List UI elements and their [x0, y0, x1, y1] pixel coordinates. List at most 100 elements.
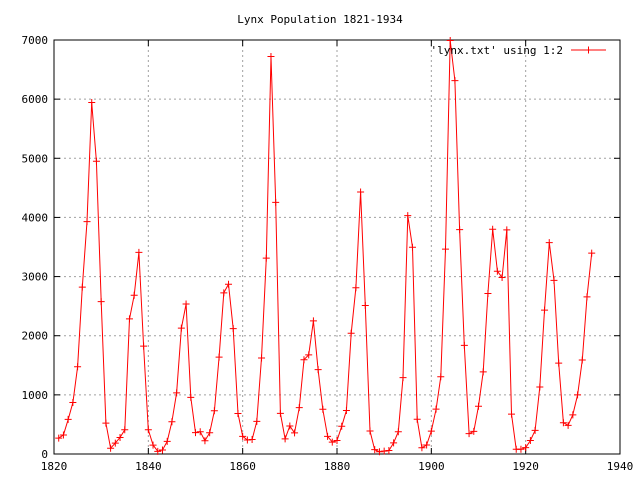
- data-point: [399, 374, 407, 382]
- data-point: [144, 426, 152, 434]
- data-point: [163, 437, 171, 445]
- x-tick-label: 1820: [41, 460, 68, 473]
- data-point: [489, 225, 497, 233]
- data-point: [286, 422, 294, 430]
- data-point: [352, 284, 360, 292]
- data-point: [446, 37, 454, 45]
- data-point: [328, 438, 336, 446]
- y-tick-label: 2000: [22, 330, 49, 343]
- data-point: [276, 409, 284, 417]
- series-layer: [55, 37, 596, 456]
- data-point: [517, 445, 525, 453]
- data-point: [187, 393, 195, 401]
- data-point: [541, 306, 549, 314]
- data-point: [408, 243, 416, 251]
- data-point: [319, 405, 327, 413]
- data-point: [225, 280, 233, 288]
- data-point: [475, 402, 482, 410]
- data-point: [121, 426, 129, 434]
- data-point: [78, 283, 86, 291]
- data-point: [361, 301, 369, 309]
- data-point: [418, 444, 426, 452]
- data-point: [569, 411, 577, 419]
- data-point: [88, 99, 96, 107]
- data-point: [550, 276, 558, 284]
- data-point: [493, 267, 501, 275]
- data-point: [324, 432, 332, 440]
- data-point: [559, 419, 567, 427]
- data-point: [390, 439, 398, 447]
- data-point: [248, 436, 256, 444]
- data-point: [380, 447, 388, 455]
- data-point: [210, 407, 218, 415]
- series-line: [58, 40, 593, 453]
- data-point: [465, 430, 473, 438]
- data-point: [55, 434, 63, 442]
- data-point: [300, 356, 308, 364]
- y-tick-label: 5000: [22, 152, 49, 165]
- x-tick-label: 1920: [512, 460, 539, 473]
- data-point: [69, 398, 77, 406]
- data-point: [220, 289, 228, 297]
- data-point: [158, 446, 166, 454]
- x-tick-label: 1880: [324, 460, 351, 473]
- data-point: [404, 212, 412, 220]
- data-point: [333, 436, 341, 444]
- data-point: [342, 406, 350, 414]
- data-point: [578, 356, 586, 364]
- data-point: [192, 429, 199, 437]
- data-point: [545, 239, 553, 247]
- data-point: [177, 324, 185, 332]
- data-point: [394, 428, 402, 436]
- data-point: [196, 428, 204, 436]
- x-tick-label: 1900: [418, 460, 445, 473]
- data-point: [168, 418, 176, 426]
- data-point: [182, 300, 190, 308]
- data-point: [338, 422, 346, 430]
- data-point: [243, 436, 251, 444]
- data-point: [116, 433, 124, 441]
- grid-lines: [54, 40, 620, 454]
- data-point: [432, 405, 440, 413]
- y-tick-label: 1000: [22, 389, 49, 402]
- data-point: [253, 417, 261, 425]
- data-point: [267, 53, 275, 61]
- data-point: [272, 198, 280, 206]
- x-tick-label: 1860: [229, 460, 256, 473]
- data-point: [229, 325, 237, 333]
- data-point: [555, 359, 563, 367]
- data-point: [206, 429, 214, 437]
- y-tick-label: 7000: [22, 34, 49, 47]
- data-point: [441, 245, 449, 253]
- data-point: [451, 77, 459, 85]
- data-point: [258, 354, 266, 362]
- data-point: [309, 317, 317, 325]
- data-point: [64, 415, 72, 423]
- data-point: [234, 410, 242, 418]
- data-point: [531, 426, 539, 434]
- y-tick-label: 6000: [22, 93, 49, 106]
- data-point: [201, 437, 209, 445]
- data-point: [83, 218, 91, 226]
- data-point: [588, 249, 596, 257]
- data-point: [413, 415, 421, 423]
- x-tick-label: 1940: [607, 460, 634, 473]
- data-point: [130, 291, 138, 299]
- data-point: [347, 329, 355, 337]
- data-point: [102, 419, 110, 427]
- data-point: [140, 342, 148, 350]
- data-point: [154, 447, 162, 455]
- data-point: [427, 427, 435, 435]
- legend-label: 'lynx.txt' using 1:2: [431, 44, 563, 57]
- data-point: [314, 366, 322, 374]
- data-point: [470, 427, 478, 435]
- data-point: [305, 351, 313, 359]
- data-point: [423, 441, 431, 449]
- data-point: [173, 389, 181, 397]
- data-point: [536, 383, 544, 391]
- legend-marker: [585, 46, 592, 54]
- data-point: [503, 226, 511, 234]
- data-point: [215, 353, 223, 361]
- data-point: [74, 363, 82, 371]
